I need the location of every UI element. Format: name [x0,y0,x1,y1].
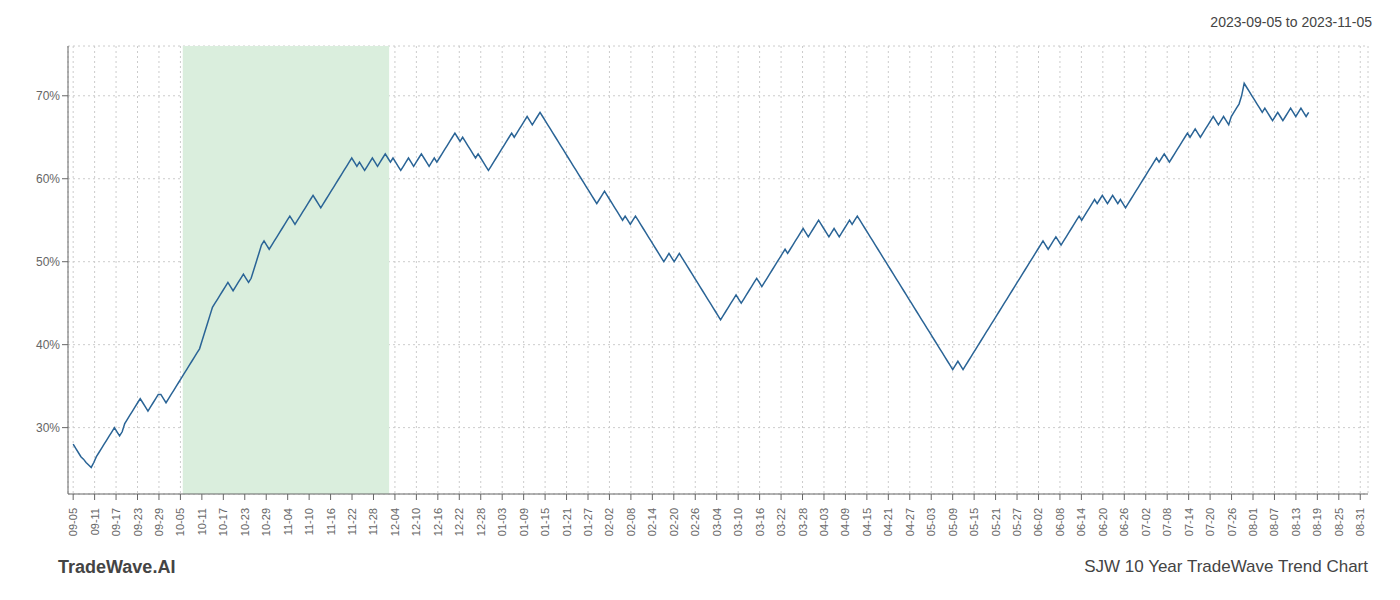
svg-text:11-04: 11-04 [282,508,294,535]
svg-text:02-14: 02-14 [646,508,658,536]
svg-text:10-05: 10-05 [174,508,186,536]
html-text:2023-09-05 to 2023-11-05: 2023-09-05 to 2023-11-05 [1210,14,1372,30]
svg-text:01-15: 01-15 [539,508,551,536]
svg-text:09-23: 09-23 [132,508,144,536]
svg-text:09-17: 09-17 [110,508,122,536]
svg-text:07-20: 07-20 [1204,508,1216,536]
svg-text:07-14: 07-14 [1183,508,1195,536]
svg-text:04-21: 04-21 [882,508,894,536]
svg-text:05-09: 05-09 [947,508,959,536]
svg-text:04-03: 04-03 [818,508,830,536]
svg-text:10-11: 10-11 [196,508,208,535]
svg-text:10-23: 10-23 [239,508,251,536]
svg-text:03-22: 03-22 [775,508,787,536]
svg-text:09-29: 09-29 [153,508,165,536]
svg-text:12-16: 12-16 [432,508,444,536]
svg-text:03-16: 03-16 [754,508,766,536]
svg-text:08-01: 08-01 [1247,508,1259,536]
svg-text:07-26: 07-26 [1226,508,1238,536]
svg-text:04-09: 04-09 [839,508,851,536]
svg-text:12-22: 12-22 [453,508,465,536]
svg-text:01-27: 01-27 [582,508,594,536]
svg-text:12-04: 12-04 [389,508,401,536]
svg-text:08-13: 08-13 [1290,508,1302,536]
svg-text:07-08: 07-08 [1161,508,1173,536]
svg-text:02-20: 02-20 [668,508,680,536]
svg-text:03-10: 03-10 [732,508,744,536]
svg-text:08-07: 08-07 [1268,508,1280,536]
svg-text:01-09: 01-09 [518,508,530,536]
svg-text:11-10: 11-10 [303,508,315,535]
html-text:TradeWave.AI: TradeWave.AI [58,556,176,577]
svg-text:50%: 50% [36,255,60,269]
svg-text:06-02: 06-02 [1032,508,1044,536]
svg-text:05-03: 05-03 [925,508,937,536]
svg-text:08-19: 08-19 [1311,508,1323,536]
svg-text:10-29: 10-29 [260,508,272,536]
svg-text:04-27: 04-27 [904,508,916,536]
svg-text:40%: 40% [36,338,60,352]
svg-text:02-26: 02-26 [689,508,701,536]
svg-text:01-03: 01-03 [496,508,508,536]
svg-text:02-02: 02-02 [603,508,615,536]
svg-text:05-21: 05-21 [990,508,1002,536]
svg-text:09-05: 09-05 [67,508,79,536]
svg-text:04-15: 04-15 [861,508,873,536]
svg-text:06-08: 06-08 [1054,508,1066,536]
svg-text:06-14: 06-14 [1075,508,1087,536]
svg-text:09-11: 09-11 [89,508,101,535]
svg-text:08-25: 08-25 [1333,508,1345,536]
svg-text:06-20: 06-20 [1097,508,1109,536]
svg-text:03-04: 03-04 [711,508,723,536]
svg-text:06-26: 06-26 [1118,508,1130,536]
svg-text:12-28: 12-28 [475,508,487,536]
svg-text:05-15: 05-15 [968,508,980,536]
svg-text:02-08: 02-08 [625,508,637,536]
svg-text:07-02: 07-02 [1140,508,1152,536]
svg-text:03-28: 03-28 [797,508,809,536]
svg-text:30%: 30% [36,421,60,435]
svg-text:60%: 60% [36,172,60,186]
svg-text:11-28: 11-28 [367,508,379,535]
svg-text:70%: 70% [36,89,60,103]
svg-text:11-16: 11-16 [325,508,337,535]
svg-text:11-22: 11-22 [346,508,358,535]
svg-text:08-31: 08-31 [1354,508,1366,536]
svg-text:05-27: 05-27 [1011,508,1023,536]
html-text:SJW 10 Year TradeWave Trend Ch: SJW 10 Year TradeWave Trend Chart [1084,557,1368,576]
svg-text:10-17: 10-17 [217,508,229,536]
svg-text:01-21: 01-21 [561,508,573,536]
svg-text:12-10: 12-10 [410,508,422,536]
